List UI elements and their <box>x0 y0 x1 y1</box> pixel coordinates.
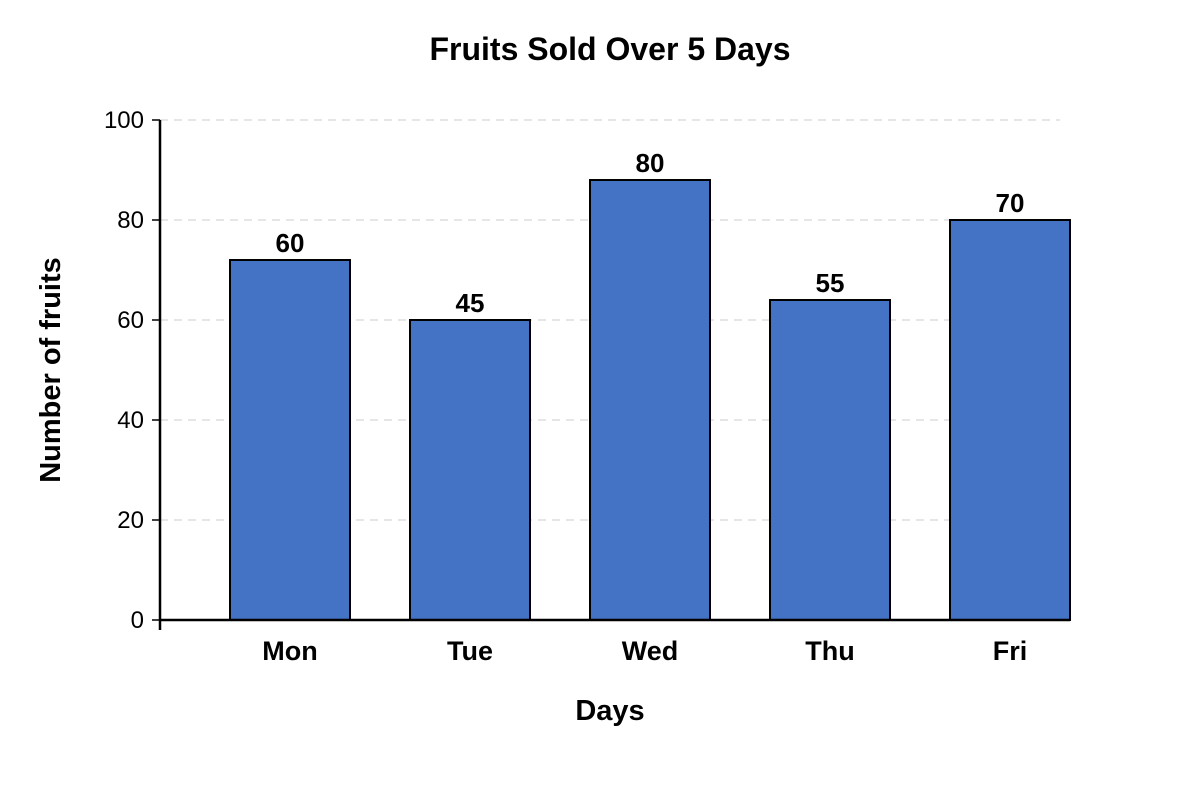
bar-thu <box>769 299 891 621</box>
bars <box>229 179 1071 621</box>
x-axis-title: Days <box>575 695 644 727</box>
bar-wed <box>589 179 711 621</box>
x-tick-label-mon: Mon <box>262 636 317 666</box>
data-label-wed: 80 <box>636 148 665 178</box>
data-label-tue: 45 <box>456 288 485 318</box>
bar-mon <box>229 259 351 621</box>
y-tick-label: 20 <box>117 507 144 534</box>
x-tick-label-thu: Thu <box>805 636 854 666</box>
chart-title: Fruits Sold Over 5 Days <box>429 31 790 67</box>
y-tick-label: 40 <box>117 407 144 434</box>
bar-tue <box>409 319 531 621</box>
axes <box>152 119 1070 630</box>
y-axis-title: Number of fruits <box>35 257 67 483</box>
x-tick-label-wed: Wed <box>622 636 679 666</box>
x-tick-label-tue: Tue <box>447 636 493 666</box>
y-tick-label: 0 <box>131 607 144 634</box>
labels: 0 20 40 60 80 100 60 Mon 45 Tue 80 Wed 55 Thu 70 Fri <box>104 107 1027 666</box>
y-tick-label: 60 <box>117 307 144 334</box>
y-tick-label: 100 <box>104 107 144 134</box>
data-label-thu: 55 <box>816 268 845 298</box>
bar-fri <box>949 219 1071 621</box>
data-label-fri: 70 <box>996 188 1025 218</box>
y-tick-label: 80 <box>117 207 144 234</box>
data-label-mon: 60 <box>276 228 305 258</box>
x-tick-label-fri: Fri <box>993 636 1028 666</box>
